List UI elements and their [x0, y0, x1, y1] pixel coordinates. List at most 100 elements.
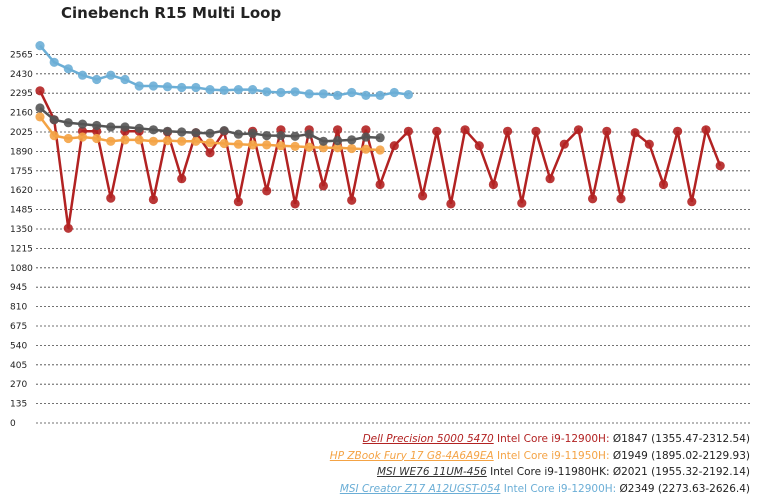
legend-link-hp-zbook[interactable]: HP ZBook Fury 17 G8-4A6A9EA — [329, 449, 494, 462]
y-tick-label: 1080 — [10, 264, 33, 274]
legend-entry-hp-zbook: HP ZBook Fury 17 G8-4A6A9EA Intel Core i… — [330, 448, 750, 465]
data-point — [219, 138, 229, 149]
y-tick-label: 675 — [10, 322, 27, 332]
data-point — [49, 131, 59, 141]
y-tick-label: 1755 — [10, 167, 33, 177]
data-point — [290, 141, 300, 151]
data-point — [106, 70, 116, 80]
data-point — [318, 143, 328, 153]
y-tick-label: 1215 — [10, 244, 33, 254]
data-point — [162, 82, 173, 92]
data-point — [333, 143, 343, 153]
data-point — [177, 82, 187, 93]
y-tick-label: 2565 — [10, 50, 33, 60]
data-point — [191, 136, 201, 146]
data-point — [361, 125, 371, 135]
y-tick-label: 1620 — [10, 186, 33, 196]
data-point — [673, 126, 683, 136]
data-point — [63, 133, 73, 144]
data-point — [233, 197, 243, 207]
data-point — [304, 129, 314, 139]
data-point — [120, 135, 130, 145]
y-tick-label: 0 — [10, 419, 16, 429]
data-point — [92, 133, 102, 144]
data-point — [290, 131, 300, 141]
data-point — [276, 131, 286, 141]
data-point — [715, 161, 725, 171]
data-point — [460, 125, 470, 135]
data-point — [162, 136, 173, 146]
data-point — [403, 90, 413, 100]
y-tick-label: 810 — [10, 303, 27, 313]
y-tick-label: 2025 — [10, 128, 33, 138]
data-point — [262, 131, 272, 141]
data-point — [658, 179, 669, 190]
data-point — [531, 126, 541, 136]
data-point — [474, 141, 484, 151]
data-point — [205, 148, 215, 158]
legend-entry-dell-precision: Dell Precision 5000 5470 Intel Core i9-1… — [330, 431, 750, 448]
chart-plot: 0 135 270 405 540 675 810 945 1080 1215 1350 1485 16… — [10, 41, 750, 429]
y-axis-ticks: 0 135 270 405 540 675 810 945 1080 1215 1350 1485 16… — [10, 50, 33, 429]
data-point — [318, 89, 328, 99]
data-point — [333, 136, 343, 146]
data-point — [233, 139, 243, 149]
data-point — [248, 128, 258, 138]
data-point — [375, 145, 385, 155]
data-point — [77, 119, 88, 129]
legend-summary-msi-creator: Ø2349 (2273.63-2626.4) — [619, 482, 750, 495]
data-point — [262, 87, 272, 97]
series-0 — [35, 86, 725, 233]
data-point — [361, 144, 371, 154]
data-point — [616, 194, 626, 204]
legend-link-dell-precision[interactable]: Dell Precision 5000 5470 — [362, 433, 494, 445]
data-point — [177, 174, 187, 184]
data-point — [148, 136, 158, 146]
data-point — [375, 179, 385, 190]
data-point — [318, 181, 328, 191]
data-point — [347, 143, 357, 154]
data-point — [233, 85, 243, 95]
y-tick-label: 1485 — [10, 206, 33, 216]
data-point — [49, 115, 59, 125]
data-point — [262, 186, 272, 196]
data-point — [333, 90, 343, 100]
data-point — [503, 126, 513, 136]
series-3 — [35, 41, 413, 100]
data-point — [602, 126, 612, 136]
data-point — [304, 142, 314, 152]
data-point — [630, 128, 640, 138]
legend-entry-msi-creator: MSI Creator Z17 A12UGST-054 Intel Core i… — [330, 481, 750, 498]
chart-legend: Dell Precision 5000 5470 Intel Core i9-1… — [330, 431, 750, 497]
legend-summary-msi-we76: Ø2021 (1955.32-2192.14) — [612, 466, 750, 478]
data-point — [375, 90, 385, 100]
y-tick-label: 540 — [10, 341, 27, 351]
data-point — [233, 129, 243, 139]
data-point — [276, 87, 286, 98]
y-tick-label: 1350 — [10, 225, 33, 235]
data-point — [134, 135, 144, 145]
data-point — [432, 126, 442, 136]
data-point — [162, 126, 173, 136]
data-point — [49, 57, 59, 67]
chart-title: Cinebench R15 Multi Loop — [61, 4, 282, 22]
data-point — [106, 122, 116, 132]
data-point — [248, 85, 258, 95]
data-point — [191, 128, 201, 138]
data-point — [403, 126, 413, 136]
data-point — [177, 136, 187, 146]
y-tick-label: 2295 — [10, 89, 33, 99]
legend-link-msi-we76[interactable]: MSI WE76 11UM-456 — [377, 466, 487, 478]
data-point — [389, 87, 399, 98]
legend-cpu-msi-creator: Intel Core i9-12900H: — [503, 482, 617, 495]
data-point — [290, 87, 300, 97]
data-point — [573, 125, 584, 135]
series-1 — [35, 112, 385, 155]
y-tick-label: 2160 — [10, 109, 33, 119]
chart-gridlines — [36, 54, 750, 424]
data-point — [333, 125, 343, 135]
y-tick-label: 945 — [10, 283, 27, 293]
legend-link-msi-creator[interactable]: MSI Creator Z17 A12UGST-054 — [339, 482, 501, 495]
data-point — [191, 82, 201, 93]
data-point — [148, 81, 158, 91]
